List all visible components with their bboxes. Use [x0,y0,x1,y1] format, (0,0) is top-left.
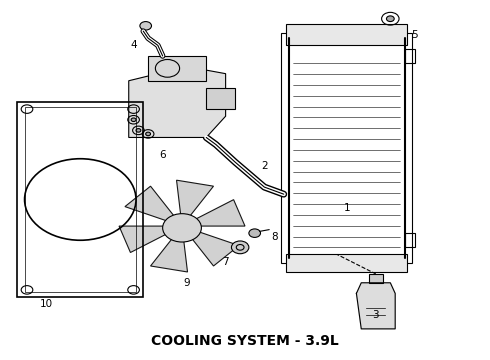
Text: 6: 6 [159,150,166,160]
Polygon shape [356,283,395,329]
Circle shape [177,222,187,230]
Polygon shape [190,200,245,226]
Polygon shape [150,232,188,272]
Text: 7: 7 [222,257,229,266]
Text: 4: 4 [130,40,137,50]
Circle shape [136,129,141,132]
Text: 1: 1 [343,203,350,213]
Polygon shape [176,180,214,220]
Text: 3: 3 [372,310,379,320]
Text: 5: 5 [411,30,418,40]
Circle shape [249,229,261,238]
Text: COOLING SYSTEM - 3.9L: COOLING SYSTEM - 3.9L [151,334,339,348]
FancyBboxPatch shape [286,255,407,272]
Polygon shape [187,229,239,266]
Circle shape [170,217,194,235]
Circle shape [163,214,201,242]
Circle shape [146,132,150,136]
FancyBboxPatch shape [368,274,383,283]
Circle shape [131,118,136,122]
Circle shape [387,16,394,22]
Circle shape [140,22,151,30]
FancyBboxPatch shape [286,24,407,45]
Text: 10: 10 [40,299,53,309]
Polygon shape [129,67,225,138]
FancyBboxPatch shape [148,56,206,81]
Text: 8: 8 [271,232,277,242]
Text: 9: 9 [184,278,190,288]
Text: 2: 2 [261,161,268,171]
Polygon shape [119,226,174,252]
Polygon shape [125,186,177,223]
Circle shape [231,241,249,254]
FancyBboxPatch shape [206,88,235,109]
